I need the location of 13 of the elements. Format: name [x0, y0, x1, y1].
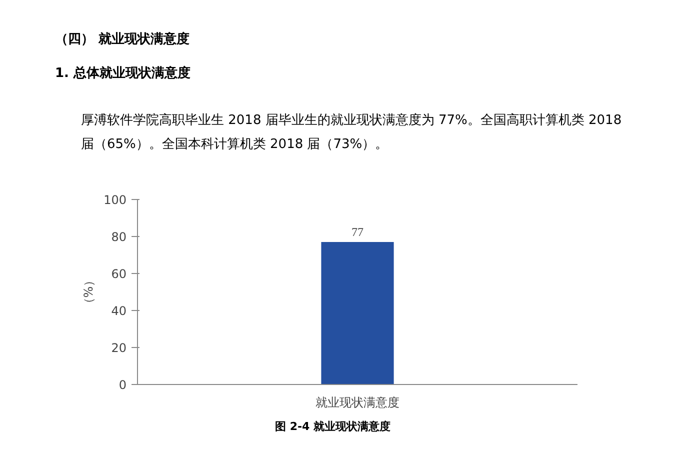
- y-tick-label: 0: [118, 378, 127, 392]
- y-axis-title: （%）: [82, 274, 96, 310]
- data-label: 77: [352, 225, 364, 240]
- y-tick-label: 100: [104, 193, 126, 207]
- y-tick-label: 60: [111, 267, 127, 281]
- y-tick-label: 80: [111, 230, 127, 244]
- y-tick-label: 20: [111, 341, 127, 355]
- x-tick-label: 就业现状满意度: [316, 396, 400, 410]
- y-tick-label: 40: [111, 304, 127, 318]
- text: 厚溥软件学院高职毕业生 2018 届毕业生的就业现状满意度为 77%。全国高职计算机类 2018 届（65%）。全国本科计算机类 2018 届（73%）。: [81, 112, 623, 154]
- chart-subtitle: 1. 总体就业现状满意度: [55, 65, 191, 83]
- chart-title: （四） 就业现状满意度: [55, 31, 190, 49]
- caption: 图 2-4 就业现状满意度: [275, 419, 391, 435]
